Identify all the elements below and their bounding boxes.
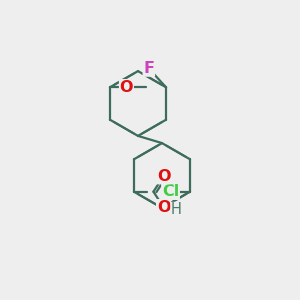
Text: H: H bbox=[171, 202, 182, 217]
Text: F: F bbox=[143, 61, 154, 76]
Text: O: O bbox=[157, 169, 170, 184]
Text: O: O bbox=[157, 200, 170, 215]
Text: Cl: Cl bbox=[162, 184, 179, 199]
Text: O: O bbox=[120, 80, 133, 95]
